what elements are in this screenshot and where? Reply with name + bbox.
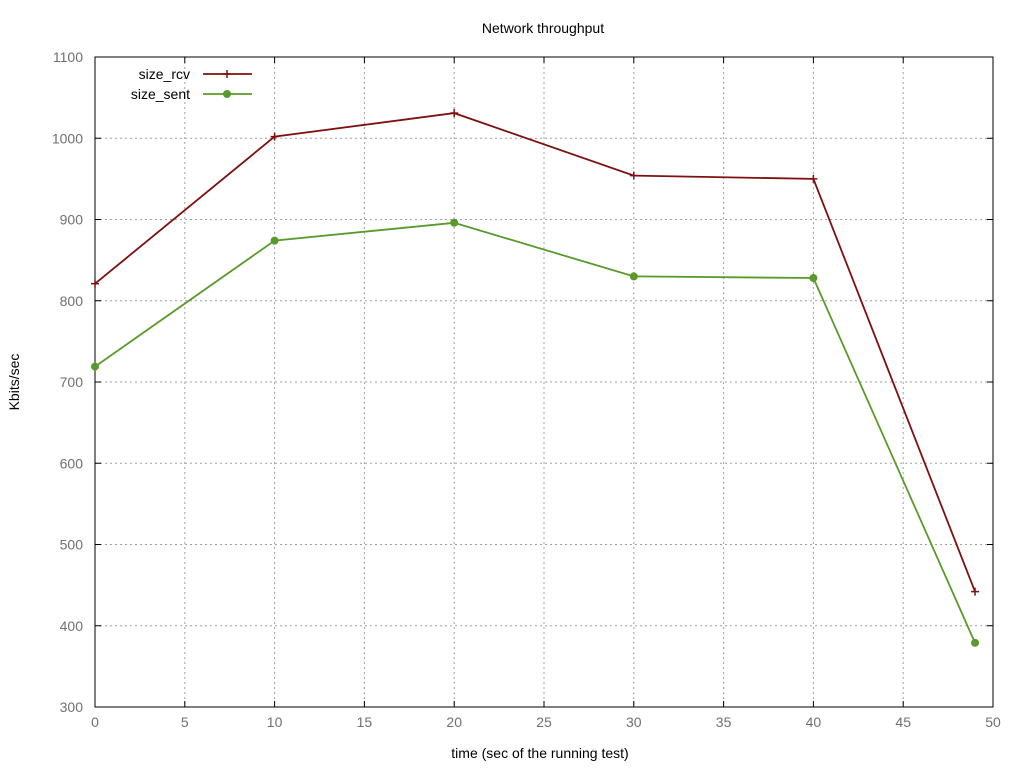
x-tick-label: 20 [446, 714, 462, 730]
y-tick-label: 600 [60, 455, 84, 471]
data-point-size_sent [91, 362, 99, 371]
legend: size_rcv size_sent [131, 66, 252, 102]
y-axis: 300 400 500 600 700 800 900 1000 1100 [52, 49, 993, 715]
data-point-size_rcv [91, 279, 99, 288]
y-axis-label: Kbits/sec [6, 354, 22, 411]
x-tick-label: 15 [357, 714, 373, 730]
data-point-size_rcv [629, 171, 638, 180]
x-tick-label: 0 [91, 714, 99, 730]
y-tick-label: 800 [60, 293, 84, 309]
x-tick-label: 25 [536, 714, 552, 730]
data-point-size_rcv [971, 587, 980, 596]
y-tick-label: 700 [60, 374, 84, 390]
series-line-size_sent [94, 221, 976, 644]
data-point-size_sent [450, 218, 459, 227]
x-axis: 0 5 10 15 20 25 30 35 40 45 50 [91, 57, 1001, 730]
data-point-size_rcv [450, 109, 459, 118]
x-tick-label: 35 [716, 714, 732, 730]
x-tick-label: 10 [267, 714, 283, 730]
data-point-size_sent [629, 272, 638, 281]
x-tick-label: 45 [895, 714, 911, 730]
data-point-size_sent [809, 274, 818, 282]
legend-marker-size_rcv [223, 70, 231, 78]
grid [95, 57, 993, 707]
chart-title: Network throughput [482, 20, 604, 36]
x-tick-label: 40 [806, 714, 822, 730]
y-tick-label: 900 [60, 212, 84, 228]
data-point-size_sent [270, 236, 279, 245]
legend-label-size_rcv: size_rcv [139, 66, 190, 82]
series-line-size_rcv [94, 112, 976, 592]
series-group [91, 109, 980, 647]
data-point-size_rcv [270, 132, 279, 141]
y-tick-label: 1000 [52, 130, 83, 146]
x-tick-label: 5 [181, 714, 189, 730]
legend-marker-size_sent [223, 90, 231, 98]
x-tick-label: 50 [985, 714, 1001, 730]
x-axis-label: time (sec of the running test) [451, 745, 628, 761]
legend-label-size_sent: size_sent [131, 86, 190, 102]
y-tick-label: 500 [60, 537, 84, 553]
y-tick-label: 300 [60, 699, 84, 715]
data-point-size_rcv [809, 174, 818, 183]
y-tick-label: 1100 [53, 49, 83, 65]
data-point-size_sent [971, 638, 980, 647]
y-tick-label: 400 [60, 618, 84, 634]
x-tick-label: 30 [626, 714, 642, 730]
